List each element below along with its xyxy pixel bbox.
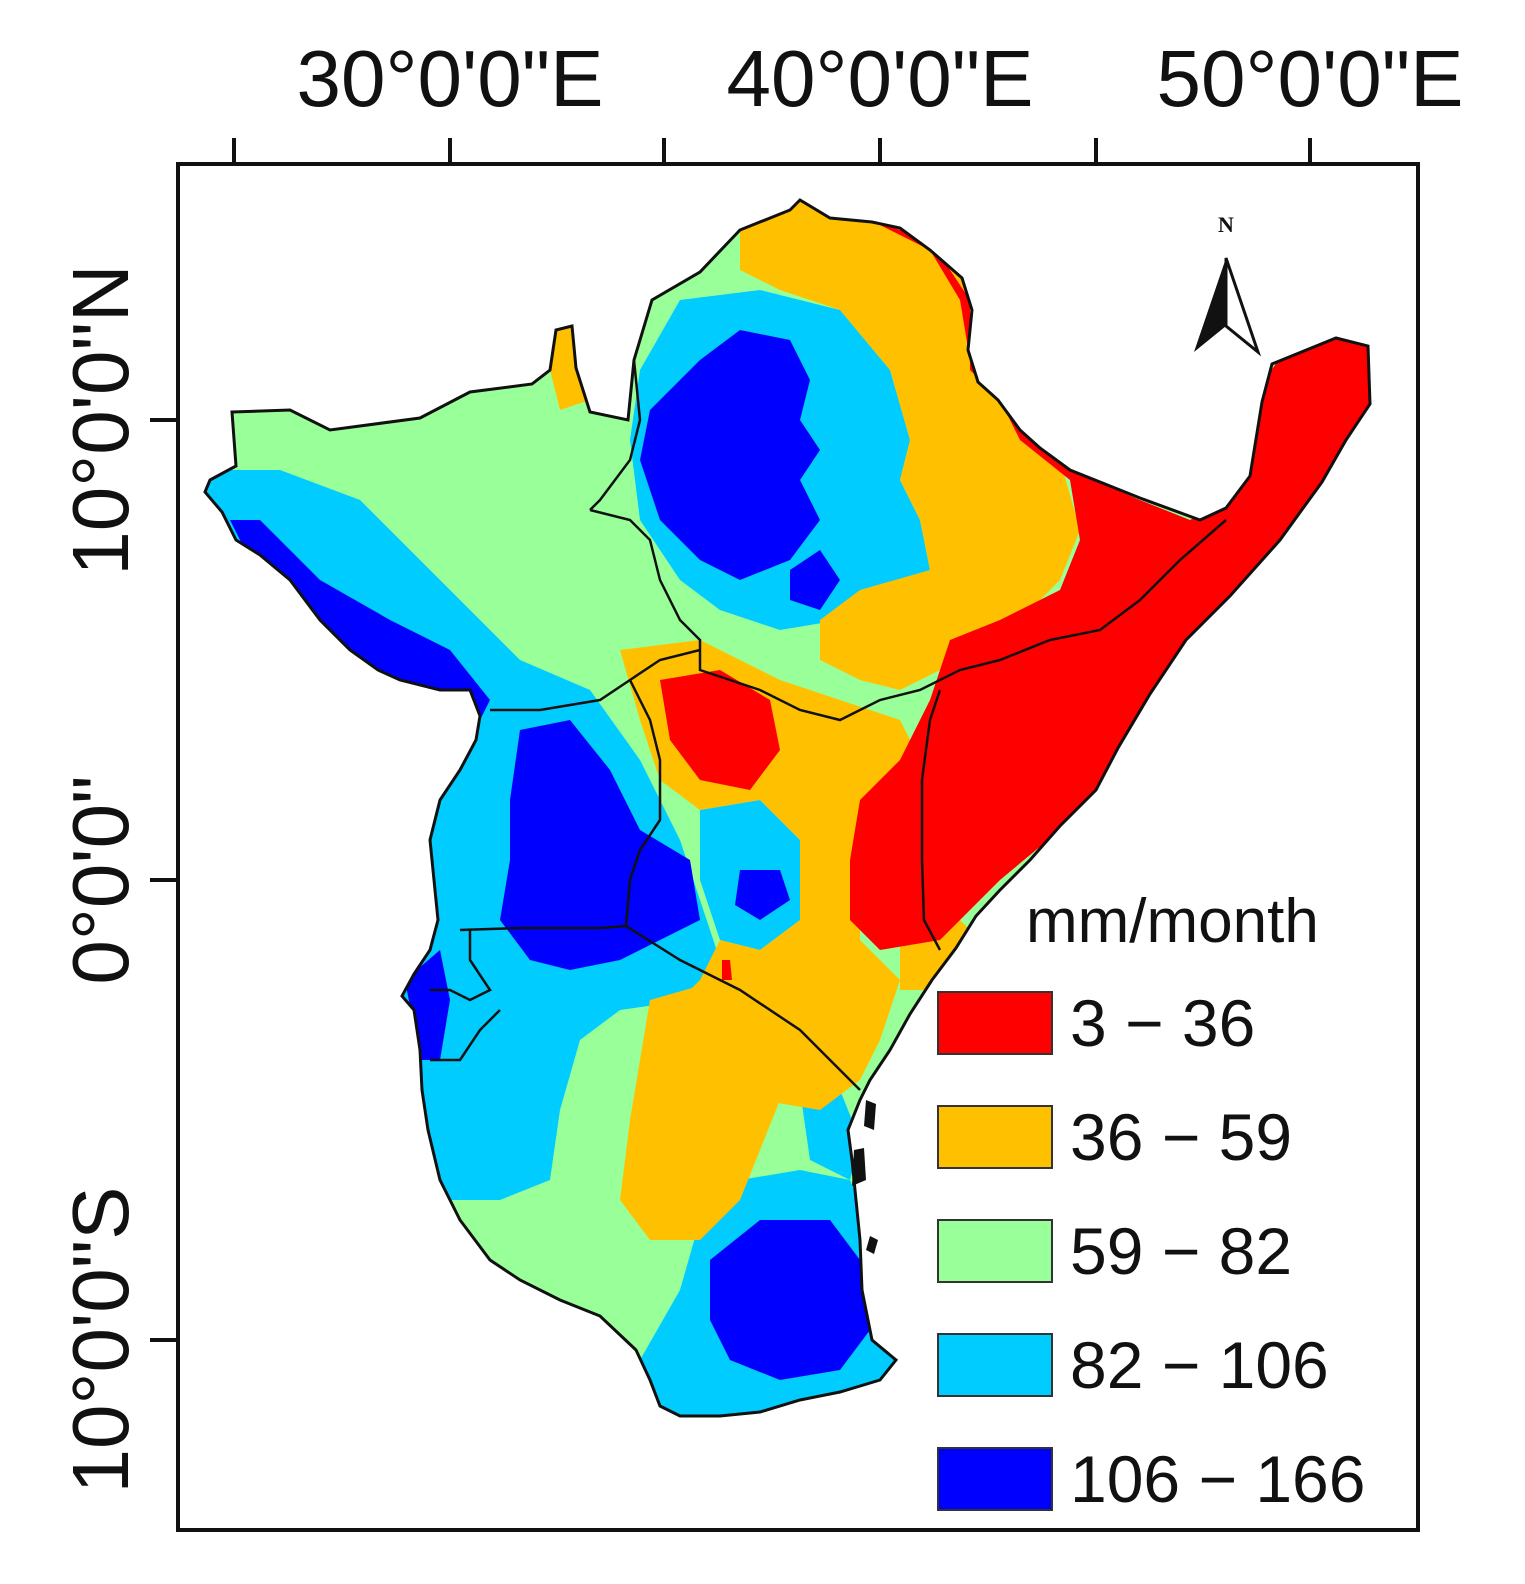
zone-36-59-tanzania — [620, 980, 800, 1240]
zone-106-166-lake-victoria — [500, 720, 700, 970]
zone-3-36-northwest-kenya — [660, 670, 780, 790]
zone-106-166-ethiopia-small — [790, 550, 840, 610]
legend-swatch-82-106 — [937, 1333, 1053, 1397]
zone-36-59-east-ethiopia — [740, 200, 1080, 690]
axis-ticks — [150, 138, 1312, 1342]
zone-106-166-ethiopia — [640, 330, 820, 580]
legend: mm/month 3 − 36 36 − 59 59 − 82 82 − 106… — [937, 887, 1365, 1516]
country-borders — [430, 359, 1227, 1091]
offshore-islands — [852, 1100, 878, 1254]
legend-swatch-3-36 — [937, 991, 1053, 1055]
legend-label-106-166: 106 − 166 — [1070, 1442, 1365, 1516]
top-axis-label-50e: 50°0'0"E — [1157, 34, 1464, 123]
zone-106-166-sudan — [230, 520, 490, 720]
left-axis-label-equator: 0°0'0" — [56, 775, 145, 984]
zone-3-36-small-spot — [722, 960, 732, 980]
north-arrow-left-half — [1194, 258, 1226, 352]
north-arrow-letter: N — [1218, 212, 1234, 237]
legend-label-36-59: 36 − 59 — [1070, 1100, 1292, 1174]
zone-106-166-kenya-highland — [735, 870, 790, 920]
north-arrow-right-half — [1224, 257, 1262, 357]
zone-106-166-south — [710, 1220, 870, 1380]
legend-label-3-36: 3 − 36 — [1070, 986, 1255, 1060]
legend-swatch-106-166 — [937, 1447, 1053, 1511]
legend-label-82-106: 82 − 106 — [1070, 1328, 1329, 1402]
top-axis-label-40e: 40°0'0"E — [727, 34, 1034, 123]
legend-label-59-82: 59 − 82 — [1070, 1214, 1292, 1288]
legend-swatch-36-59 — [937, 1105, 1053, 1169]
left-axis-label-10s: 10°0'0"S — [56, 1187, 145, 1494]
top-axis-label-30e: 30°0'0"E — [297, 34, 604, 123]
zone-82-106-west — [205, 470, 720, 1200]
zone-82-106-coast — [800, 1090, 860, 1180]
legend-title: mm/month — [1026, 887, 1319, 956]
north-arrow: N — [1194, 212, 1262, 357]
left-axis-label-10n: 10°0'0"N — [56, 264, 145, 575]
legend-swatch-59-82 — [937, 1219, 1053, 1283]
zone-3-36-northeast — [850, 220, 1370, 950]
